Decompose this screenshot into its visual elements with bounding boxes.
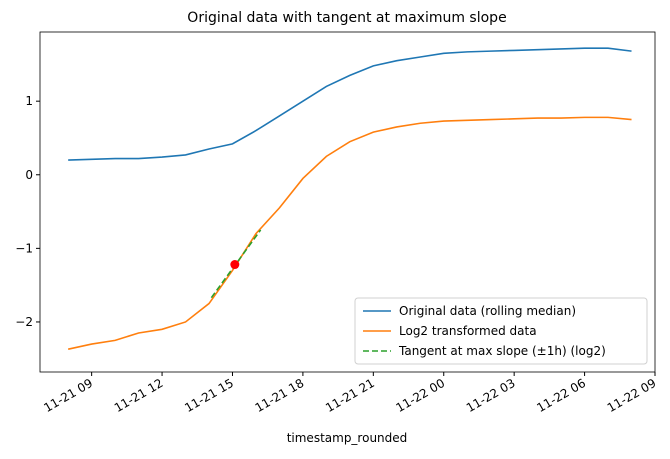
legend-label: Log2 transformed data <box>399 324 537 338</box>
series-line <box>68 47 632 161</box>
x-tick-label: 11-22 06 <box>534 376 588 415</box>
axes-frame <box>39 31 656 373</box>
y-tick-label: 0 <box>25 168 33 182</box>
y-tick-label: −2 <box>15 315 33 329</box>
x-tick-label: 11-22 09 <box>605 376 659 415</box>
legend-box <box>354 297 648 365</box>
legend-label: Original data (rolling median) <box>399 304 576 318</box>
y-tick-label: −1 <box>15 241 33 255</box>
x-tick-label: 11-21 18 <box>253 376 307 415</box>
x-tick-label: 11-21 12 <box>112 376 166 415</box>
chart-title: Original data with tangent at maximum sl… <box>187 10 506 26</box>
x-tick-label: 11-22 00 <box>394 376 448 415</box>
x-tick-label: 11-21 09 <box>41 376 95 415</box>
x-tick-label: 11-22 03 <box>464 376 518 415</box>
legend-label: Tangent at max slope (±1h) (log2) <box>398 344 606 358</box>
x-tick-label: 11-21 15 <box>182 376 236 415</box>
max-slope-point <box>230 260 240 270</box>
legend: Original data (rolling median) Log2 trans… <box>354 297 648 365</box>
plot-area <box>67 47 632 350</box>
y-tick-label: 1 <box>25 94 33 108</box>
x-axis-label: timestamp_rounded <box>287 431 408 445</box>
series-line <box>67 116 632 350</box>
x-tick-label: 11-21 21 <box>323 376 377 415</box>
